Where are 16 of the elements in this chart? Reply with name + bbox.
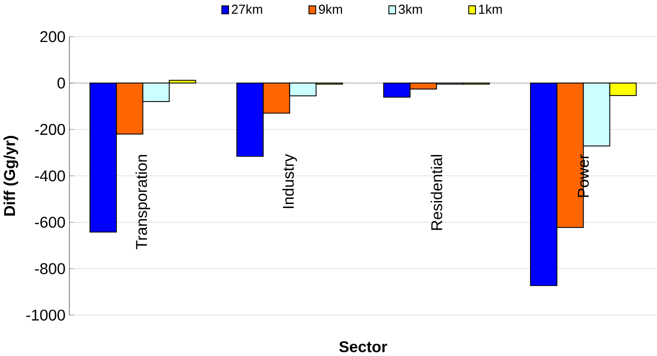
y-tick-label: -600 bbox=[35, 216, 65, 228]
y-tick-label: -1000 bbox=[26, 310, 65, 321]
y-tick-label: -400 bbox=[35, 170, 65, 182]
y-tick-label: -800 bbox=[35, 263, 65, 274]
y-tick-label: -200 bbox=[35, 124, 65, 136]
x-axis-title: Sector bbox=[339, 341, 388, 352]
legend-label: 3km bbox=[398, 4, 422, 14]
x-tick-label: Industry bbox=[282, 154, 297, 208]
y-tick-label: 0 bbox=[58, 78, 65, 89]
legend-label: 27km bbox=[232, 4, 262, 14]
x-tick-label: Transporation bbox=[136, 155, 150, 250]
y-axis-title: Diff (Gg/yr) bbox=[4, 136, 18, 216]
y-tick-label: 200 bbox=[40, 31, 65, 42]
legend-label: 9km bbox=[318, 4, 342, 14]
legend-label: 1km bbox=[479, 4, 502, 14]
x-tick-label: Residential bbox=[430, 155, 442, 230]
